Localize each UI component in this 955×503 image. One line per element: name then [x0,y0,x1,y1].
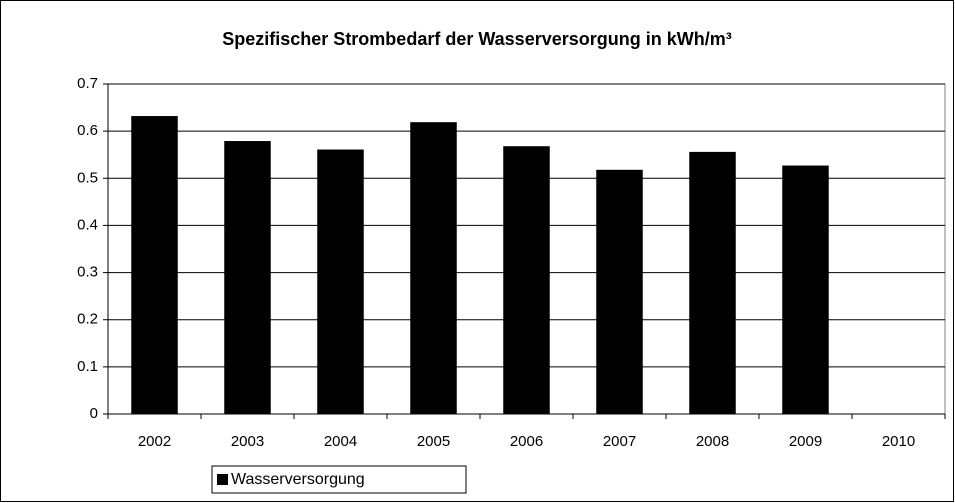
bar [131,116,178,415]
y-tick-label: 0.2 [77,311,98,328]
y-tick-label: 0.4 [77,216,98,233]
legend-box [211,465,467,494]
legend-label: Wasserversorgung [231,471,365,488]
bar [317,149,364,414]
x-tick-label: 2010 [882,433,915,450]
bar [410,122,457,414]
y-tick-label: 0.3 [77,264,98,281]
y-tick-label: 0.5 [77,169,98,186]
legend-swatch [217,474,228,485]
y-tick-label: 0 [90,405,98,422]
x-tick-label: 2003 [231,433,264,450]
x-tick-label: 2002 [138,433,171,450]
bar [596,169,643,414]
bar [224,141,271,415]
y-tick-label: 0.1 [77,358,98,375]
x-tick-label: 2008 [696,433,729,450]
bar [503,146,550,414]
y-tick-label: 0.7 [77,75,98,92]
x-tick-label: 2005 [417,433,450,450]
bar [689,151,736,414]
x-tick-label: 2009 [789,433,822,450]
x-tick-label: 2006 [510,433,543,450]
chart-title: Spezifischer Strombedarf der Wasserverso… [222,29,731,49]
x-tick-label: 2007 [603,433,636,450]
x-tick-label: 2004 [324,433,357,450]
bar [782,165,829,414]
y-tick-label: 0.6 [77,122,98,139]
